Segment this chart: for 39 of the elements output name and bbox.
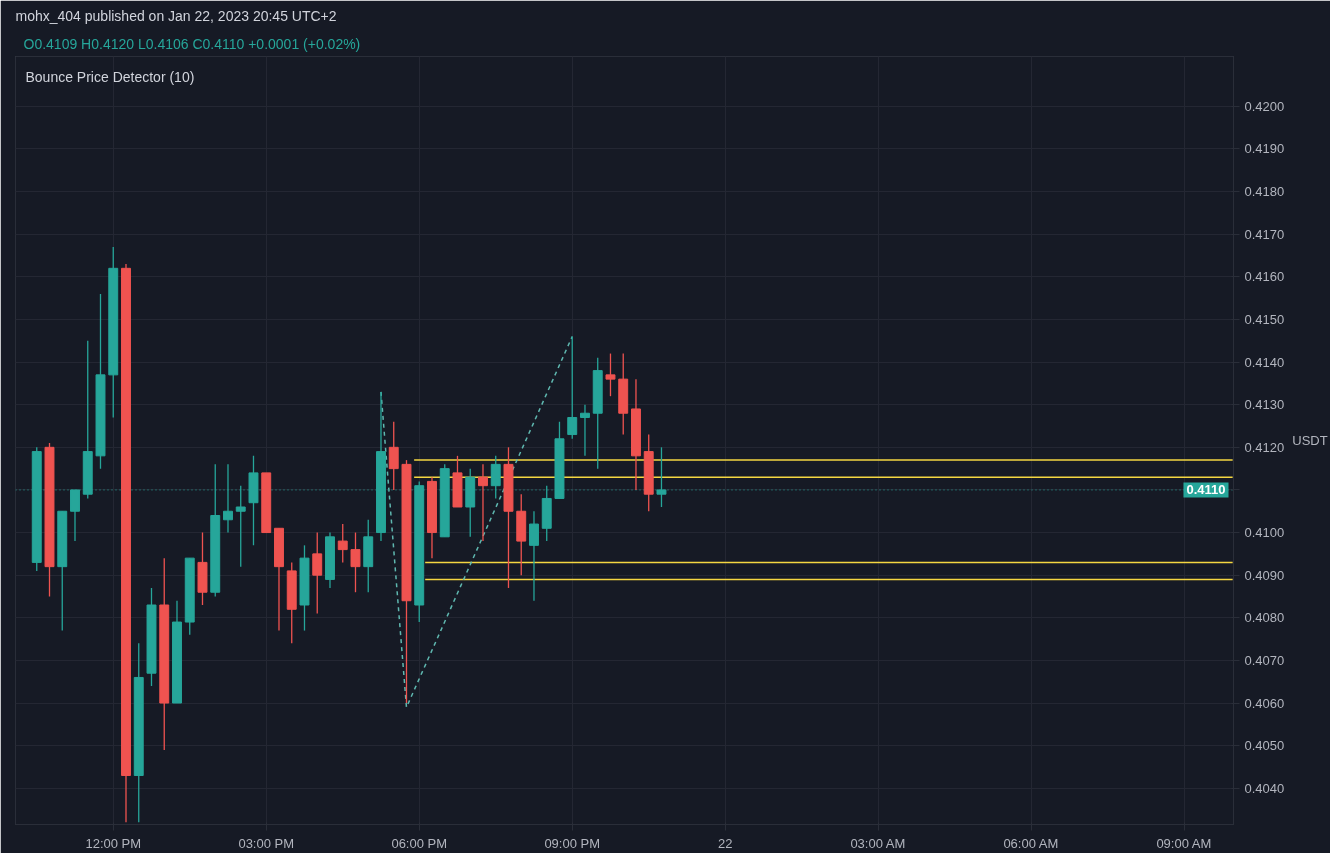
annotation: Bounce Price Detector (10) <box>25 68 195 85</box>
y-tick-label: 0.4160 <box>1244 269 1285 285</box>
candlestick <box>478 463 488 542</box>
y-axis-title: USDT <box>1292 433 1328 448</box>
y-tick-label: 0.4190 <box>1244 141 1285 157</box>
chart-title: mohx_404 published on Jan 22, 2023 20:45 UTC+2 <box>15 7 337 24</box>
y-tick-label: 0.4060 <box>1244 695 1285 711</box>
x-tick-label: 03:00 PM <box>238 835 295 851</box>
y-tick-label: 0.4040 <box>1244 780 1285 796</box>
candlestick <box>223 463 233 534</box>
candlestick <box>388 421 399 491</box>
ref-line-label: 0.4110 <box>1186 482 1226 498</box>
candlestick <box>580 404 590 457</box>
x-tick-label: 09:00 PM <box>544 835 601 851</box>
y-tick-label: 0.4130 <box>1244 397 1285 413</box>
candlestick <box>312 531 323 615</box>
y-tick-label: 0.4050 <box>1244 738 1285 754</box>
x-tick-label: 12:00 PM <box>85 835 142 851</box>
y-tick-label: 0.4200 <box>1244 98 1285 114</box>
candlestick <box>605 352 616 397</box>
y-tick-label: 0.4070 <box>1244 652 1285 668</box>
chart-subtitle: O0.4109 H0.4120 L0.4106 C0.4110 +0.0001 (+0.02%) <box>23 35 361 52</box>
x-tick-label: 03:00 AM <box>850 835 906 851</box>
x-tick-label: 06:00 PM <box>391 835 448 851</box>
y-tick-label: 0.4120 <box>1244 439 1285 455</box>
candlestick <box>337 523 348 564</box>
candlestick <box>529 510 539 602</box>
y-tick-label: 0.4170 <box>1244 226 1285 242</box>
y-tick-label: 0.4100 <box>1244 525 1285 541</box>
y-tick-label: 0.4140 <box>1244 354 1285 370</box>
candlestick <box>350 531 361 593</box>
y-tick-label: 0.4180 <box>1244 184 1285 200</box>
candlestick <box>567 335 578 440</box>
x-tick-label: 22 <box>717 835 733 851</box>
x-tick-label: 06:00 AM <box>1003 835 1059 851</box>
x-tick-label: 09:00 AM <box>1156 835 1212 851</box>
y-tick-label: 0.4090 <box>1244 567 1285 583</box>
y-tick-label: 0.4080 <box>1244 610 1285 626</box>
y-tick-label: 0.4150 <box>1244 311 1285 327</box>
